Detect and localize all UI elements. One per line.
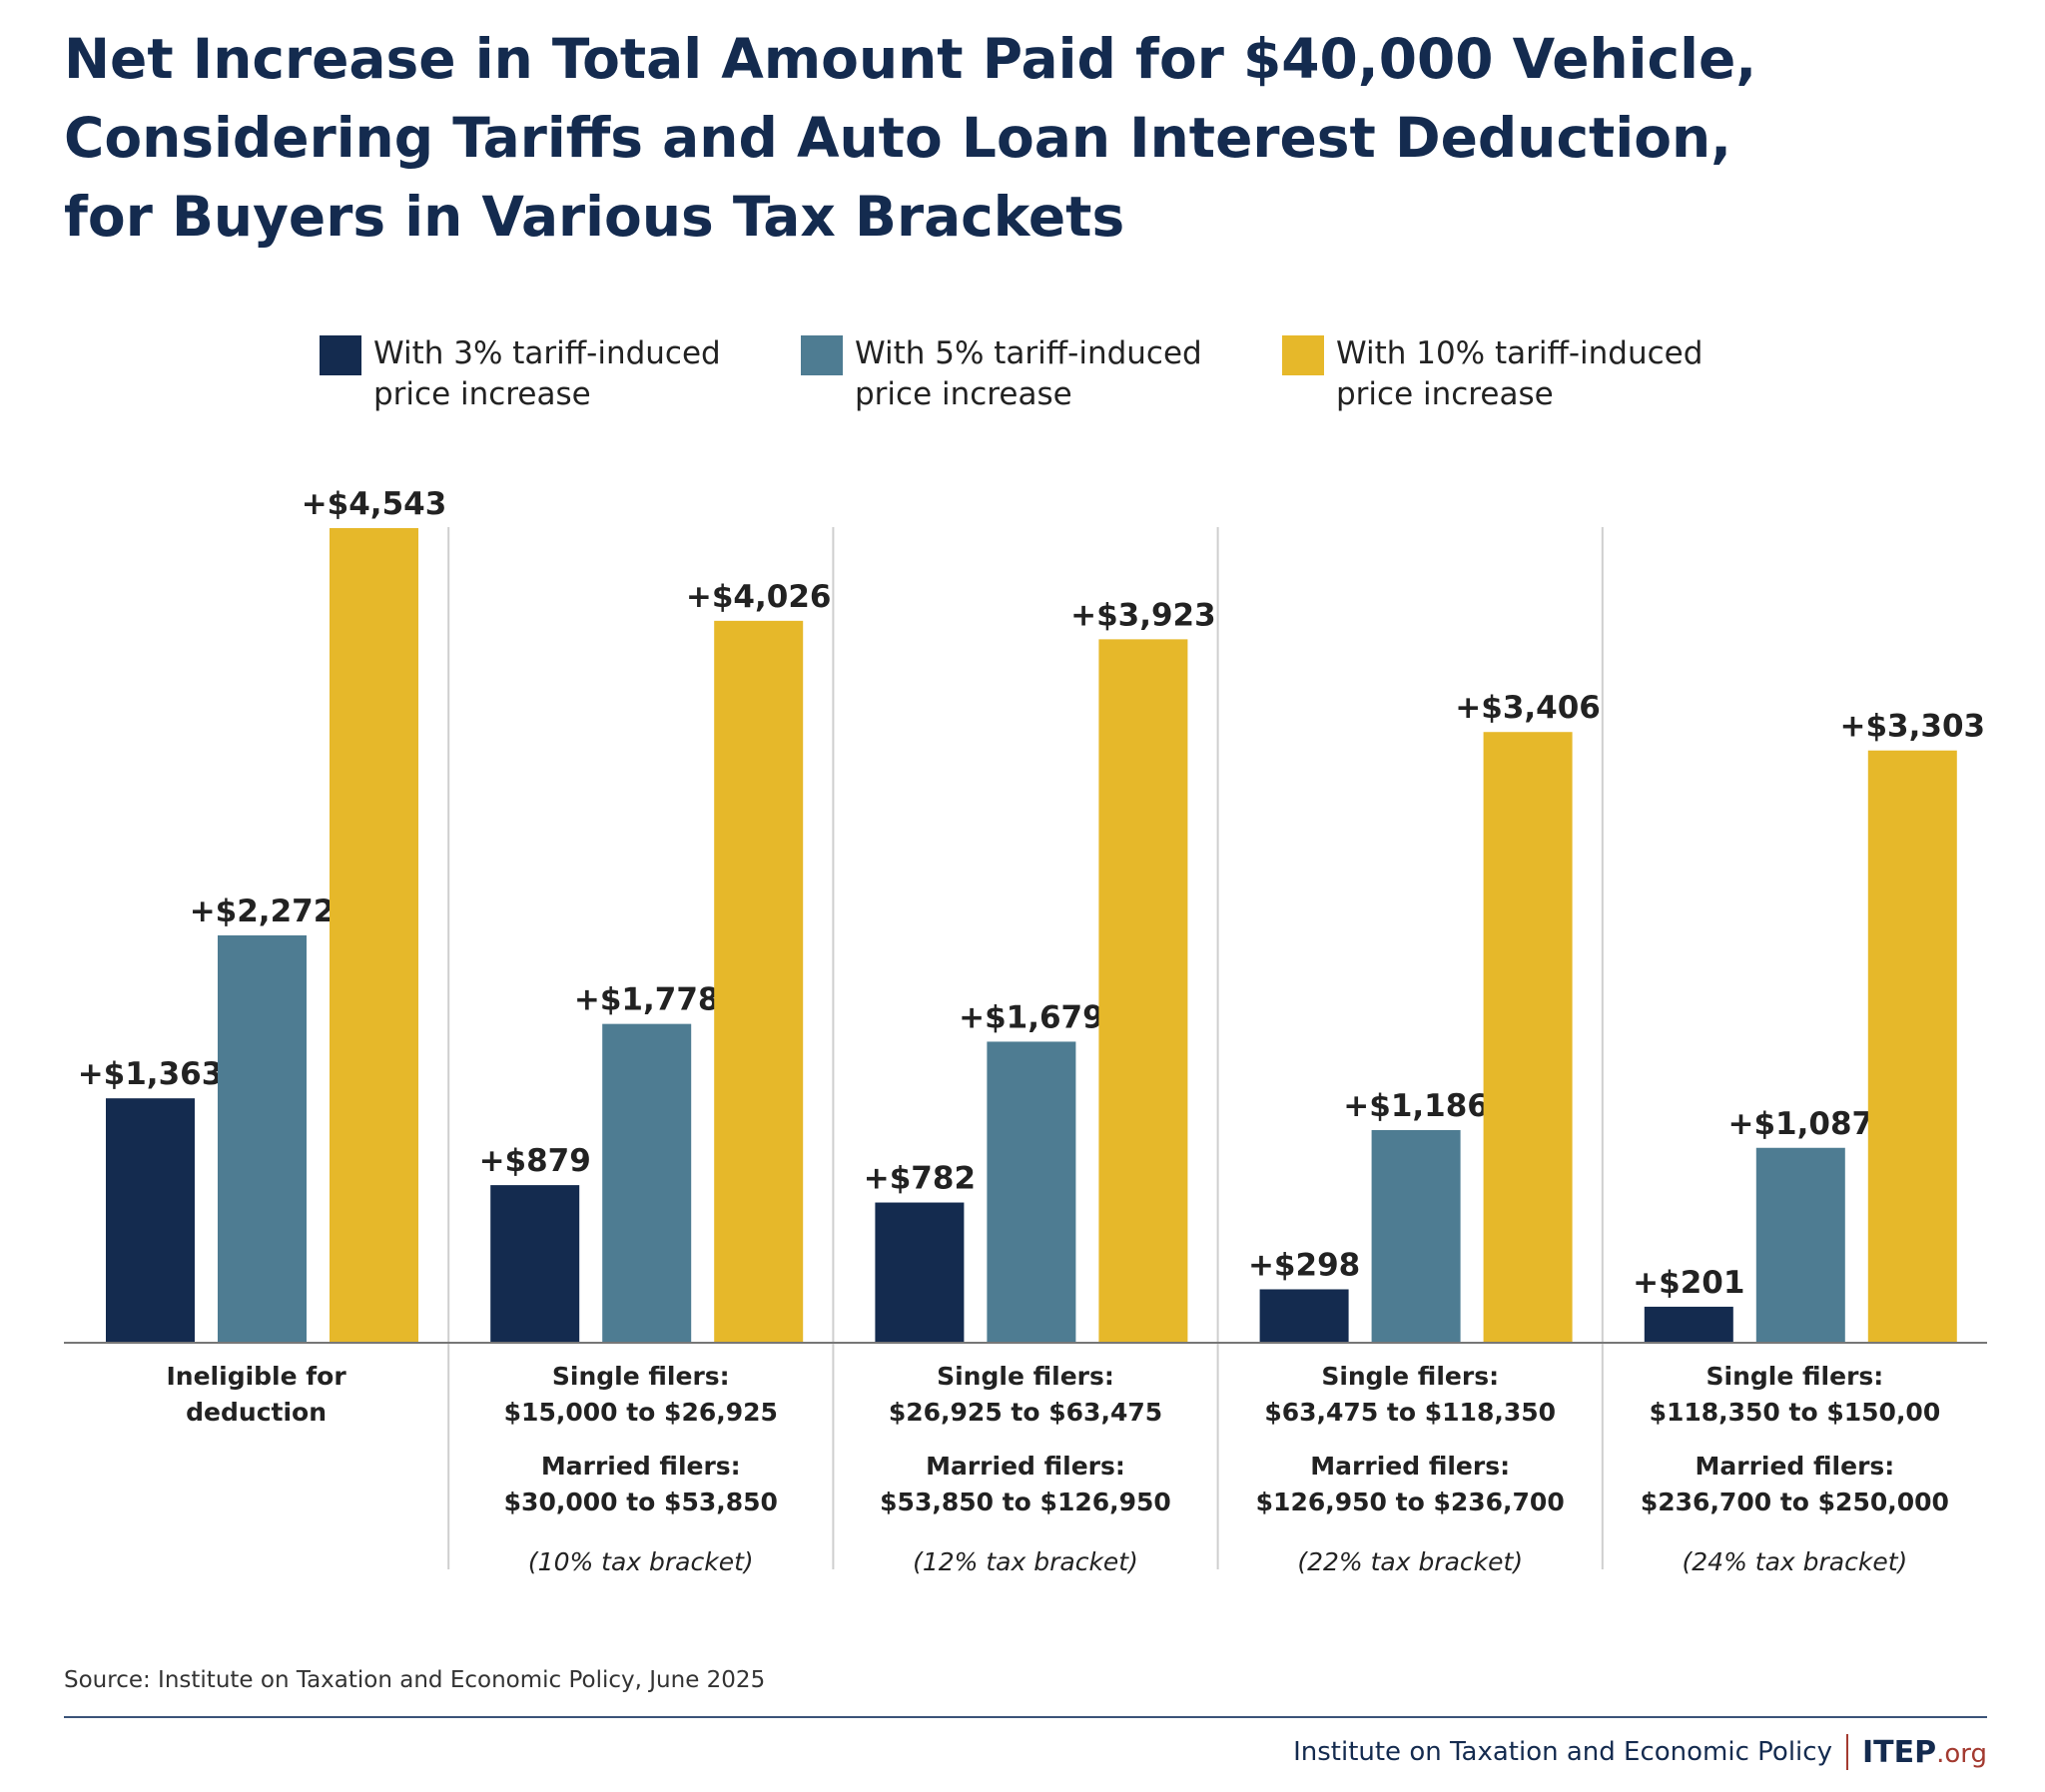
- legend-label: With 3% tariff-induced: [373, 335, 721, 371]
- legend-label: price increase: [373, 376, 591, 412]
- category-label: Single filers:: [1706, 1362, 1884, 1391]
- bar: [218, 934, 307, 1343]
- category-label: Married filers:: [1696, 1452, 1895, 1481]
- data-label: +$4,543: [302, 486, 447, 522]
- data-label: +$201: [1633, 1265, 1744, 1301]
- data-label: +$879: [479, 1143, 591, 1179]
- title-line: for Buyers in Various Tax Brackets: [64, 185, 1125, 249]
- bracket-label: (12% tax bracket): [913, 1547, 1138, 1576]
- data-label: +$2,272: [190, 894, 336, 929]
- bar: [1755, 1147, 1845, 1343]
- bar: [1867, 750, 1957, 1343]
- bar-chart: +$1,363 +$2,272 +$4,543 Ineligible for deduc…: [64, 486, 1987, 1576]
- category-label: $53,850 to $126,950: [880, 1488, 1171, 1516]
- category-label: $236,700 to $250,000: [1641, 1488, 1949, 1516]
- data-label: +$3,406: [1455, 690, 1601, 726]
- bar: [330, 528, 418, 1343]
- footer: Institute on Taxation and Economic Polic…: [1293, 1734, 1987, 1770]
- category-label: $63,475 to $118,350: [1264, 1398, 1556, 1427]
- bar: [714, 620, 804, 1343]
- category-label: Ineligible for: [167, 1362, 347, 1391]
- data-label: +$1,363: [78, 1056, 224, 1092]
- bar: [106, 1098, 195, 1343]
- data-label: +$1,186: [1343, 1088, 1489, 1124]
- category-label: Single filers:: [552, 1362, 730, 1391]
- legend-label: With 10% tariff-induced: [1336, 335, 1704, 371]
- bar: [1259, 1289, 1349, 1343]
- legend: With 3% tariff-induced price increase Wit…: [320, 333, 1705, 415]
- bracket-label: (22% tax bracket): [1297, 1547, 1523, 1576]
- footer-separator: [1845, 1734, 1848, 1770]
- legend-swatch: [320, 335, 361, 375]
- footer-divider: [64, 1716, 1987, 1718]
- category-label: Married filers:: [926, 1452, 1125, 1481]
- data-label: +$1,087: [1727, 1106, 1873, 1142]
- data-label: +$782: [864, 1161, 976, 1197]
- legend-item-10pct: With 10% tariff-induced price increase: [1282, 333, 1705, 415]
- data-label: +$298: [1248, 1247, 1360, 1283]
- legend-swatch: [1282, 335, 1324, 375]
- category-label: $26,925 to $63,475: [889, 1398, 1162, 1427]
- category-label: Married filers:: [541, 1452, 741, 1481]
- category-label: Married filers:: [1310, 1452, 1510, 1481]
- category-label: deduction: [186, 1398, 327, 1427]
- legend-label: price increase: [855, 376, 1072, 412]
- data-label: +$1,778: [574, 982, 720, 1018]
- category-label: $126,950 to $236,700: [1256, 1488, 1565, 1516]
- category-label: Single filers:: [937, 1362, 1114, 1391]
- chart-title: Net Increase in Total Amount Paid for $4…: [64, 20, 1756, 257]
- legend-label: With 5% tariff-induced: [855, 335, 1202, 371]
- bar: [875, 1202, 965, 1343]
- bracket-label: (24% tax bracket): [1683, 1547, 1908, 1576]
- data-label: +$4,026: [686, 579, 832, 615]
- bar: [1483, 732, 1573, 1343]
- org-name: Institute on Taxation and Economic Polic…: [1293, 1737, 1832, 1767]
- bar: [1371, 1129, 1461, 1343]
- bar: [1644, 1306, 1733, 1343]
- title-line: Net Increase in Total Amount Paid for $4…: [64, 27, 1757, 91]
- data-label: +$3,923: [1070, 597, 1216, 633]
- bracket-label: (10% tax bracket): [528, 1547, 754, 1576]
- legend-item-5pct: With 5% tariff-induced price increase: [801, 333, 1224, 415]
- bar: [1098, 639, 1188, 1343]
- data-label: +$3,303: [1839, 709, 1985, 745]
- itep-logo: ITEP.org: [1861, 1734, 1987, 1770]
- legend-item-3pct: With 3% tariff-induced price increase: [320, 333, 743, 415]
- data-label: +$1,679: [959, 999, 1104, 1035]
- category-label: $118,350 to $150,00: [1650, 1398, 1941, 1427]
- source-note: Source: Institute on Taxation and Econom…: [64, 1667, 766, 1693]
- category-label: $30,000 to $53,850: [504, 1488, 778, 1516]
- bar: [490, 1185, 580, 1343]
- category-label: $15,000 to $26,925: [504, 1398, 778, 1427]
- legend-swatch: [801, 335, 843, 375]
- legend-label: price increase: [1336, 376, 1554, 412]
- bar: [602, 1023, 692, 1343]
- title-line: Considering Tariffs and Auto Loan Intere…: [64, 106, 1732, 170]
- bar: [987, 1041, 1076, 1343]
- category-label: Single filers:: [1321, 1362, 1499, 1391]
